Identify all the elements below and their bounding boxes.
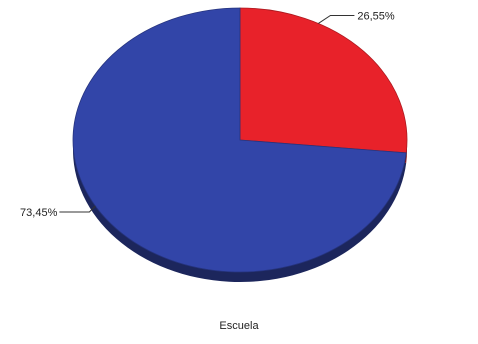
pie-slice-1 (72, 7, 407, 273)
pie-slice-0 (239, 7, 408, 154)
pie-label-0: 26,55% (357, 10, 395, 22)
x-axis-label: Escuela (219, 320, 259, 332)
pie-leader-1 (59, 205, 96, 213)
pie-slices-layer (72, 7, 408, 273)
pie-labels-layer: 26,55% 73,45% (20, 10, 395, 219)
pie-leader-lines (59, 14, 355, 213)
pie-label-1: 73,45% (20, 207, 58, 219)
pie-leader-0 (318, 14, 355, 24)
